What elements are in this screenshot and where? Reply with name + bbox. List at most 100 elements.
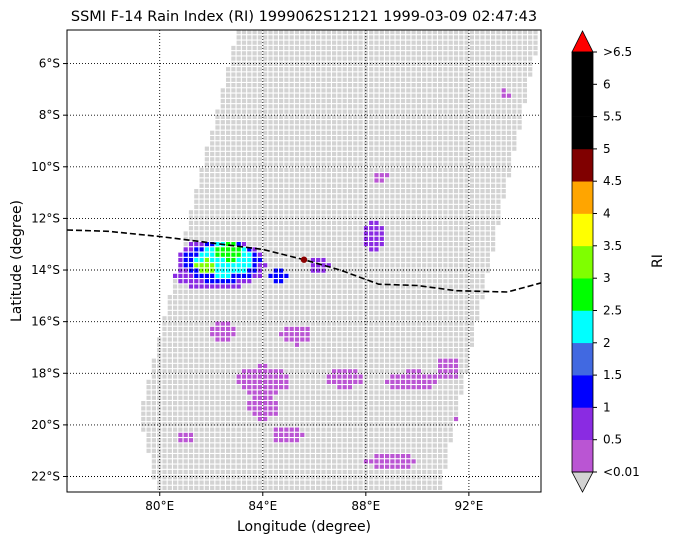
swath-cell — [289, 157, 294, 162]
swath-cell — [358, 141, 363, 146]
swath-cell — [300, 279, 305, 284]
swath-cell — [236, 342, 241, 347]
swath-cell — [443, 443, 448, 448]
swath-cell — [459, 289, 464, 294]
swath-cell — [252, 93, 257, 98]
swath-cell — [151, 395, 156, 400]
rain-cell — [363, 231, 368, 236]
swath-cell — [279, 109, 284, 114]
swath-cell — [485, 72, 490, 77]
swath-cell — [173, 379, 178, 384]
swath-cell — [363, 173, 368, 178]
swath-cell — [279, 300, 284, 305]
swath-cell — [252, 88, 257, 93]
swath-cell — [464, 353, 469, 358]
swath-cell — [363, 443, 368, 448]
swath-cell — [332, 56, 337, 61]
swath-cell — [432, 215, 437, 220]
swath-cell — [358, 51, 363, 56]
swath-cell — [273, 183, 278, 188]
swath-cell — [321, 173, 326, 178]
swath-cell — [374, 93, 379, 98]
swath-cell — [326, 464, 331, 469]
swath-cell — [485, 109, 490, 114]
swath-cell — [512, 141, 517, 146]
swath-cell — [257, 358, 262, 363]
swath-cell — [480, 51, 485, 56]
swath-cell — [438, 379, 443, 384]
swath-cell — [252, 120, 257, 125]
swath-cell — [210, 210, 215, 215]
swath-cell — [485, 40, 490, 45]
swath-cell — [332, 395, 337, 400]
swath-cell — [358, 56, 363, 61]
rain-cell — [406, 369, 411, 374]
swath-cell — [215, 130, 220, 135]
swath-cell — [432, 332, 437, 337]
swath-cell — [353, 401, 358, 406]
swath-cell — [247, 236, 252, 241]
swath-cell — [438, 295, 443, 300]
rain-cell — [369, 220, 374, 225]
swath-cell — [453, 332, 459, 337]
swath-cell — [241, 422, 247, 427]
swath-cell — [188, 295, 194, 300]
swath-cell — [358, 369, 363, 374]
swath-cell — [422, 406, 427, 411]
swath-cell — [316, 443, 321, 448]
swath-cell — [374, 363, 379, 369]
swath-cell — [178, 369, 183, 374]
swath-cell — [173, 469, 178, 475]
swath-cell — [332, 125, 337, 130]
swath-cell — [305, 215, 310, 220]
swath-cell — [347, 56, 353, 61]
swath-cell — [406, 295, 411, 300]
swath-cell — [390, 416, 395, 422]
swath-cell — [506, 30, 512, 35]
swath-cell — [263, 353, 268, 358]
swath-cell — [321, 348, 326, 353]
swath-cell — [485, 77, 490, 82]
swath-cell — [438, 35, 443, 40]
swath-cell — [464, 114, 469, 119]
swath-cell — [257, 279, 262, 284]
swath-cell — [273, 30, 278, 35]
swath-cell — [342, 363, 347, 369]
rain-cell — [194, 247, 199, 252]
swath-cell — [326, 183, 331, 188]
swath-cell — [369, 130, 374, 135]
swath-cell — [294, 390, 300, 395]
rain-cell — [279, 279, 284, 284]
swath-cell — [252, 485, 257, 490]
swath-cell — [416, 316, 421, 321]
swath-cell — [464, 130, 469, 135]
swath-cell — [379, 332, 384, 337]
swath-cell — [236, 385, 241, 390]
swath-cell — [379, 67, 384, 72]
rain-cell — [252, 257, 257, 263]
swath-cell — [390, 252, 395, 257]
swath-cell — [464, 88, 469, 93]
swath-cell — [379, 157, 384, 162]
swath-cell — [284, 300, 289, 305]
swath-cell — [416, 157, 421, 162]
swath-cell — [353, 220, 358, 225]
swath-cell — [178, 401, 183, 406]
swath-cell — [385, 416, 390, 422]
swath-cell — [326, 416, 331, 422]
swath-cell — [231, 104, 236, 109]
swath-cell — [199, 480, 204, 485]
swath-cell — [273, 104, 278, 109]
rain-cell — [326, 379, 331, 384]
swath-cell — [337, 411, 342, 416]
swath-cell — [316, 284, 321, 289]
swath-cell — [342, 348, 347, 353]
swath-cell — [273, 353, 278, 358]
swath-cell — [411, 485, 416, 490]
swath-cell — [263, 35, 268, 40]
swath-cell — [480, 210, 485, 215]
swath-cell — [374, 215, 379, 220]
swath-cell — [231, 422, 236, 427]
swath-cell — [385, 56, 390, 61]
swath-cell — [400, 257, 406, 263]
